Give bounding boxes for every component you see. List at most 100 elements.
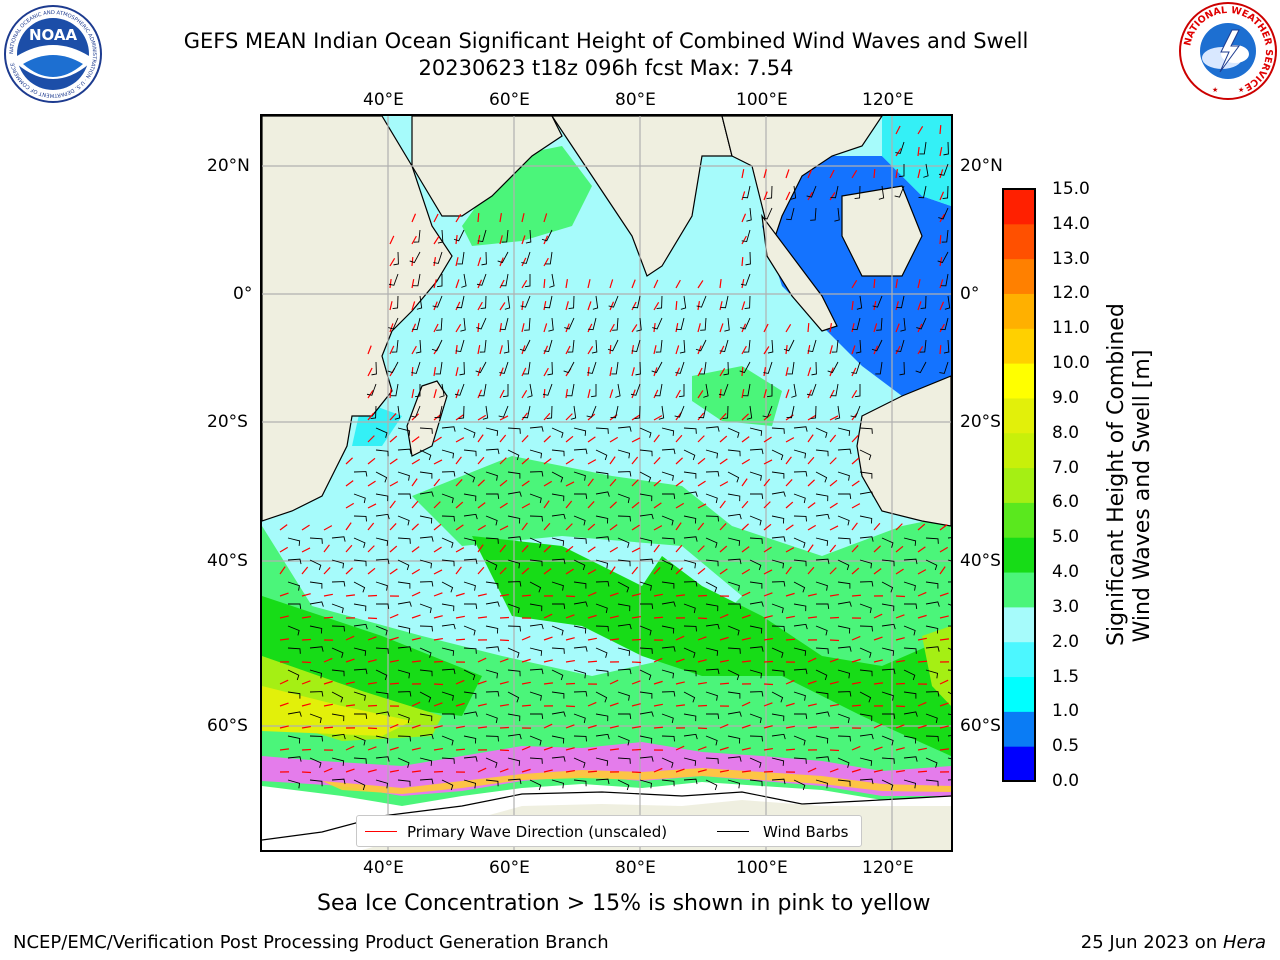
wave-direction-arrow [741, 500, 749, 509]
wave-direction-arrow [477, 657, 487, 663]
wave-direction-arrow [499, 302, 506, 311]
wind-barb [476, 317, 487, 330]
wave-direction-arrow [719, 613, 729, 619]
colorbar-cell [1003, 397, 1035, 434]
wave-direction-arrow [763, 725, 773, 729]
wind-barb [793, 647, 807, 656]
wind-barb [485, 646, 500, 652]
wind-barb [479, 339, 487, 353]
wind-barb [793, 581, 806, 593]
wave-direction-arrow [543, 613, 553, 619]
wind-barb [397, 471, 410, 481]
wind-barb [807, 339, 817, 353]
wave-direction-arrow [653, 567, 661, 575]
wave-direction-arrow [873, 522, 881, 531]
graticule [262, 116, 951, 850]
wind-barb [610, 405, 619, 419]
wave-direction-arrow [587, 345, 594, 355]
wave-direction-arrow [587, 747, 597, 751]
wind-barb [639, 493, 653, 502]
wind-barb [353, 493, 366, 504]
wind-barb [412, 317, 421, 331]
wind-barb [485, 779, 499, 787]
wave-direction-arrow [609, 301, 615, 311]
wave-direction-arrow [917, 546, 926, 553]
wind-barb [309, 581, 323, 589]
wind-barb [595, 603, 608, 614]
wind-barb [419, 515, 433, 524]
wave-direction-arrow [477, 279, 483, 289]
wave-direction-arrow [411, 568, 421, 575]
wind-barb [485, 559, 498, 571]
wind-barb [397, 779, 411, 787]
wave-direction-arrow [543, 345, 549, 355]
wind-barb [397, 515, 410, 526]
wave-direction-arrow [719, 413, 727, 421]
wind-barb [661, 581, 675, 589]
wave-direction-arrow [455, 323, 462, 333]
wind-barb [639, 735, 653, 744]
wind-barb [529, 668, 544, 675]
wave-direction-arrow [741, 345, 747, 355]
wind-barb [463, 493, 477, 502]
wind-barb [551, 735, 565, 744]
wind-barb [903, 711, 918, 717]
wave-direction-arrow [895, 279, 899, 289]
wind-barb [705, 426, 720, 432]
wave-direction-arrow [873, 723, 883, 729]
wind-barb [739, 361, 751, 374]
wind-barb [453, 229, 465, 242]
wind-barb [617, 668, 632, 675]
wave-direction-arrow [587, 279, 591, 289]
wave-direction-arrow [609, 725, 619, 729]
wave-direction-arrow [829, 415, 839, 421]
wind-barb [742, 383, 751, 397]
wave-direction-arrow [741, 213, 747, 223]
wind-barb [529, 515, 543, 522]
wave-direction-arrow [939, 638, 950, 641]
wind-barb [529, 449, 543, 459]
wave-direction-arrow [301, 547, 311, 553]
wind-barb [485, 713, 498, 724]
colorbar-tick-label: 0.0 [1052, 771, 1080, 791]
wind-barb [463, 735, 477, 744]
wave-direction-arrow [917, 701, 927, 707]
wind-barb [943, 339, 950, 354]
wind-barb [502, 384, 509, 398]
wave-direction-arrow [939, 213, 945, 223]
wave-direction-arrow [521, 279, 528, 289]
wave-direction-arrow [499, 567, 507, 575]
wind-barb [608, 295, 619, 308]
wave-direction-arrow [389, 345, 395, 355]
wave-direction-arrow [675, 567, 683, 575]
colorbar-tick-label: 9.0 [1052, 387, 1080, 408]
wind-barb [507, 515, 521, 524]
wind-barb [543, 339, 553, 353]
wind-barb [288, 603, 302, 610]
wind-barb [523, 361, 531, 375]
wind-barb [793, 449, 807, 459]
wind-barb [617, 559, 631, 567]
wind-barb [941, 229, 949, 243]
wind-barb [771, 471, 785, 479]
wave-direction-arrow [917, 169, 921, 179]
wave-direction-arrow [521, 213, 525, 223]
wave-direction-arrow [785, 615, 795, 619]
wind-barb [331, 559, 345, 569]
wave-direction-arrow [323, 680, 333, 685]
wave-direction-arrow [653, 525, 663, 531]
wave-direction-arrow [741, 747, 751, 751]
wind-barb [309, 735, 323, 742]
wave-direction-arrow [565, 345, 571, 355]
wind-barb [766, 185, 773, 199]
wind-barb [728, 603, 742, 610]
wave-direction-arrow [455, 367, 459, 377]
wind-barb [636, 317, 642, 332]
wind-barb [353, 603, 367, 612]
wave-direction-arrow [367, 636, 377, 641]
wave-direction-arrow [367, 659, 377, 663]
wind-barb [388, 317, 399, 330]
wind-barb [287, 691, 301, 699]
wave-direction-arrow [433, 546, 442, 553]
lon-tick-bottom-100e: 100°E [736, 858, 788, 878]
